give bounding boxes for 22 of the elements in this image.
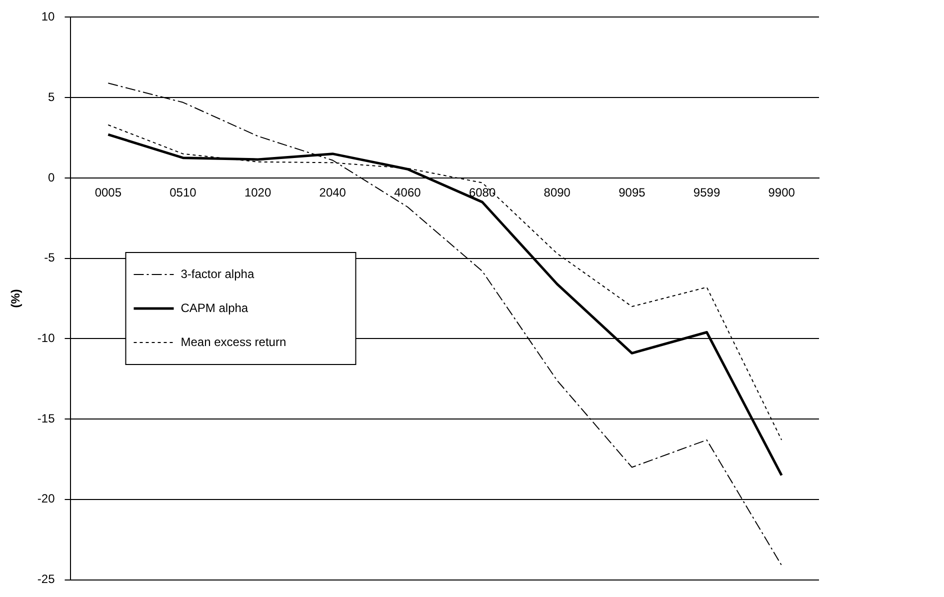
y-tick-label: -20 [37, 492, 56, 506]
x-tick-label: 9095 [618, 185, 646, 200]
x-tick-label: 9900 [768, 185, 796, 200]
y-tick-label: -10 [37, 331, 56, 345]
y-tick-label: 10 [41, 10, 56, 24]
legend-label: Mean excess return [180, 334, 286, 349]
x-tick-label: 0005 [94, 185, 122, 200]
x-tick-label: 0510 [170, 185, 197, 200]
x-tick-label: 6080 [468, 185, 496, 200]
x-tick-label: 8090 [544, 185, 571, 200]
legend-label: CAPM alpha [180, 300, 248, 315]
x-tick-label: 2040 [319, 185, 346, 200]
y-tick-label: -25 [37, 572, 56, 586]
y-tick-label: 5 [48, 90, 56, 104]
y-tick-label: 0 [48, 170, 56, 184]
x-tick-label: 9599 [693, 185, 720, 200]
y-tick-label: -15 [37, 411, 56, 426]
y-axis-title: (%) [8, 289, 23, 308]
x-tick-label: 4060 [394, 185, 422, 200]
x-tick-label: 1020 [244, 185, 272, 200]
y-tick-label: -5 [44, 250, 56, 265]
legend-label: 3-factor alpha [180, 266, 254, 281]
